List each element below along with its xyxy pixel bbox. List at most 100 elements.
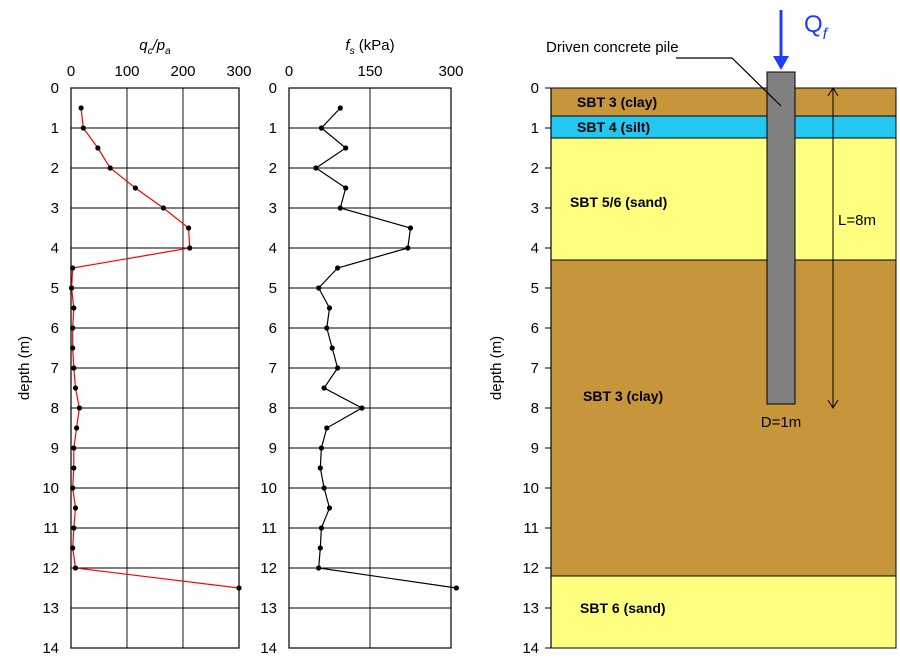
fs-xlabel-rest: (kPa): [355, 37, 395, 54]
qc-pa-xlabel-sub1: c: [148, 46, 153, 57]
qc-pa-xlabel-sub2: a: [165, 46, 171, 57]
load-label-main: Q: [804, 11, 823, 38]
qc-pa-y-tick-label: 12: [42, 560, 59, 577]
fs-y-tick-label: 14: [260, 640, 277, 657]
fs-x-tick-label: 150: [357, 63, 382, 80]
fs-data-point: [317, 545, 323, 551]
qc-pa-x-tick-label: 200: [170, 63, 195, 80]
qc-pa-data-point: [71, 525, 77, 531]
qc-pa-data-point: [160, 205, 166, 211]
load-arrowhead: [773, 56, 789, 70]
fs-x-tick-label: 0: [285, 63, 293, 80]
qc-pa-y-tick-label: 13: [42, 600, 59, 617]
fs-y-tick-label: 2: [269, 160, 277, 177]
qc-pa-x-tick-label: 0: [67, 63, 75, 80]
fs-y-tick-label: 9: [269, 440, 277, 457]
fs-y-tick-label: 8: [269, 400, 277, 417]
fs-xlabel-main: f: [345, 37, 351, 54]
fs-data-point: [343, 145, 349, 151]
qc-pa-data-point: [71, 465, 77, 471]
fs-x-axis-label: fs (kPa): [345, 37, 394, 57]
qc-pa-y-tick-label: 6: [51, 320, 59, 337]
soil-layer: [550, 137, 897, 261]
qc-pa-y-tick-label: 2: [51, 160, 59, 177]
fs-data-point: [313, 165, 319, 171]
qc-pa-data-point: [70, 325, 76, 331]
qc-pa-y-tick-label: 11: [43, 520, 59, 537]
profile-y-tick-label: 4: [531, 240, 539, 257]
fs-data-point: [343, 185, 349, 191]
fs-y-tick-label: 1: [269, 120, 277, 137]
qc-pa-xlabel-main: q: [139, 37, 148, 54]
fs-data-point: [359, 405, 365, 411]
fs-xlabel-sub1: s: [350, 46, 355, 57]
qc-pa-data-point: [72, 565, 79, 571]
soil-layer-label: SBT 3 (clay): [577, 94, 657, 110]
fs-y-tick-label: 6: [269, 320, 277, 337]
qc-pa-data-point: [70, 545, 76, 551]
profile-y-tick-label: 6: [531, 320, 539, 337]
fs-y-tick-label: 13: [260, 600, 277, 617]
soil-layer: [550, 575, 897, 649]
fs-x-tick-label: 300: [438, 63, 463, 80]
soil-layer-label: SBT 5/6 (sand): [570, 194, 667, 210]
qc-pa-chart: 0 100 200 30001234567891011121314qc/padepth…: [16, 37, 252, 657]
qc-pa-data-point: [132, 185, 138, 191]
profile-y-tick-label: 1: [531, 120, 539, 137]
qc-pa-plot-frame: [70, 87, 240, 649]
qc-pa-data-point: [187, 245, 193, 251]
fs-y-tick-label: 11: [261, 520, 277, 537]
qc-pa-y-tick-label: 4: [51, 240, 59, 257]
qc-pa-data-point: [70, 485, 76, 491]
qc-pa-data-point: [95, 145, 101, 151]
qc-pa-xlabel-slash: /p: [152, 37, 166, 54]
profile-y-axis-label: depth (m): [488, 336, 505, 400]
profile-y-tick-label: 3: [531, 200, 539, 217]
qc-pa-data-point: [76, 405, 82, 411]
fs-data-point: [318, 125, 324, 131]
fs-data-point: [337, 105, 343, 111]
qc-pa-data-point: [72, 505, 79, 511]
fs-data-point: [321, 485, 327, 491]
fs-data-point: [329, 345, 335, 351]
fs-data-point: [335, 265, 341, 271]
pile-label: Driven concrete pile: [546, 39, 679, 56]
fs-data-point: [324, 325, 330, 331]
qc-pa-data-point: [186, 225, 192, 231]
length-arrowhead-top: [827, 87, 839, 97]
fs-data-point: [335, 365, 341, 371]
fs-data-point: [316, 565, 322, 571]
qc-pa-series-line: [70, 107, 240, 589]
fs-data-point: [318, 525, 324, 531]
fs-data-point: [326, 305, 333, 311]
load-label: Qf: [804, 11, 829, 43]
fs-series-line: [314, 107, 457, 589]
fs-data-point: [326, 505, 333, 511]
fs-data-point: [405, 245, 411, 251]
profile-y-tick-label: 12: [522, 560, 539, 577]
soil-layer-label: SBT 6 (sand): [580, 600, 666, 616]
fs-y-tick-label: 0: [269, 80, 277, 97]
fs-data-point: [316, 285, 322, 291]
profile-y-tick-label: 2: [531, 160, 539, 177]
qc-pa-data-point: [80, 125, 86, 131]
fs-data-point: [453, 585, 459, 591]
fs-y-tick-label: 4: [269, 240, 277, 257]
qc-pa-y-axis-label: depth (m): [16, 336, 33, 400]
soil-layer-label: SBT 3 (clay): [583, 388, 663, 404]
fs-data-point: [318, 445, 324, 451]
qc-pa-data-point: [78, 105, 84, 111]
load-label-sub: f: [823, 26, 829, 43]
qc-pa-data-point: [68, 285, 75, 291]
qc-pa-x-tick-label: 300: [226, 63, 251, 80]
fs-y-tick-label: 7: [269, 360, 277, 377]
fs-data-point: [324, 425, 330, 431]
profile-y-tick-label: 9: [531, 440, 539, 457]
qc-pa-y-tick-label: 0: [51, 80, 59, 97]
qc-pa-y-tick-label: 5: [51, 280, 59, 297]
qc-pa-data-point: [236, 585, 242, 591]
qc-pa-y-tick-label: 7: [51, 360, 59, 377]
pile-length-label: L=8m: [838, 212, 876, 229]
